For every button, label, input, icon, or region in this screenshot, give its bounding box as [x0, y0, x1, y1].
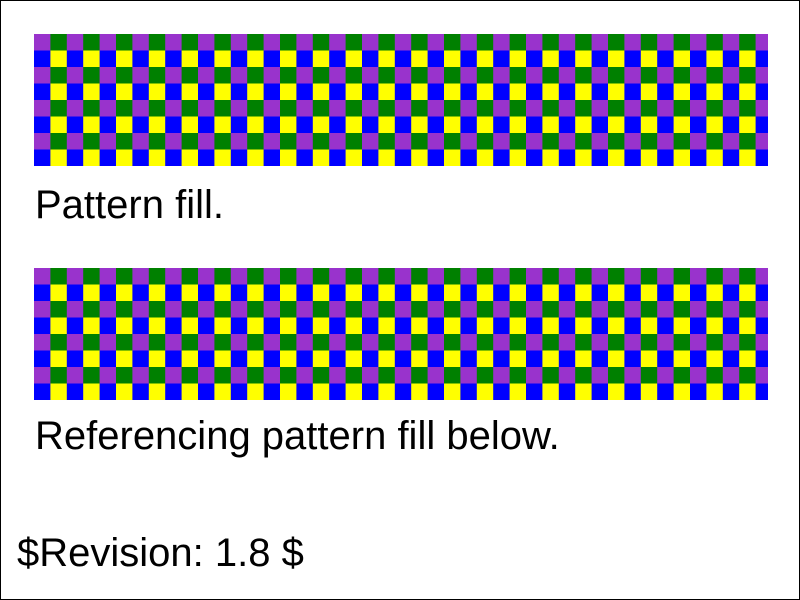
caption-referencing-pattern: Referencing pattern fill below.	[35, 414, 560, 458]
revision-label: $Revision: 1.8 $	[17, 531, 304, 575]
pattern-filled-rect	[34, 34, 768, 166]
caption-pattern-fill: Pattern fill.	[35, 183, 224, 227]
referenced-pattern-rect	[34, 268, 768, 400]
pattern-fill-area	[34, 34, 768, 166]
referenced-pattern-fill-area	[34, 268, 768, 400]
